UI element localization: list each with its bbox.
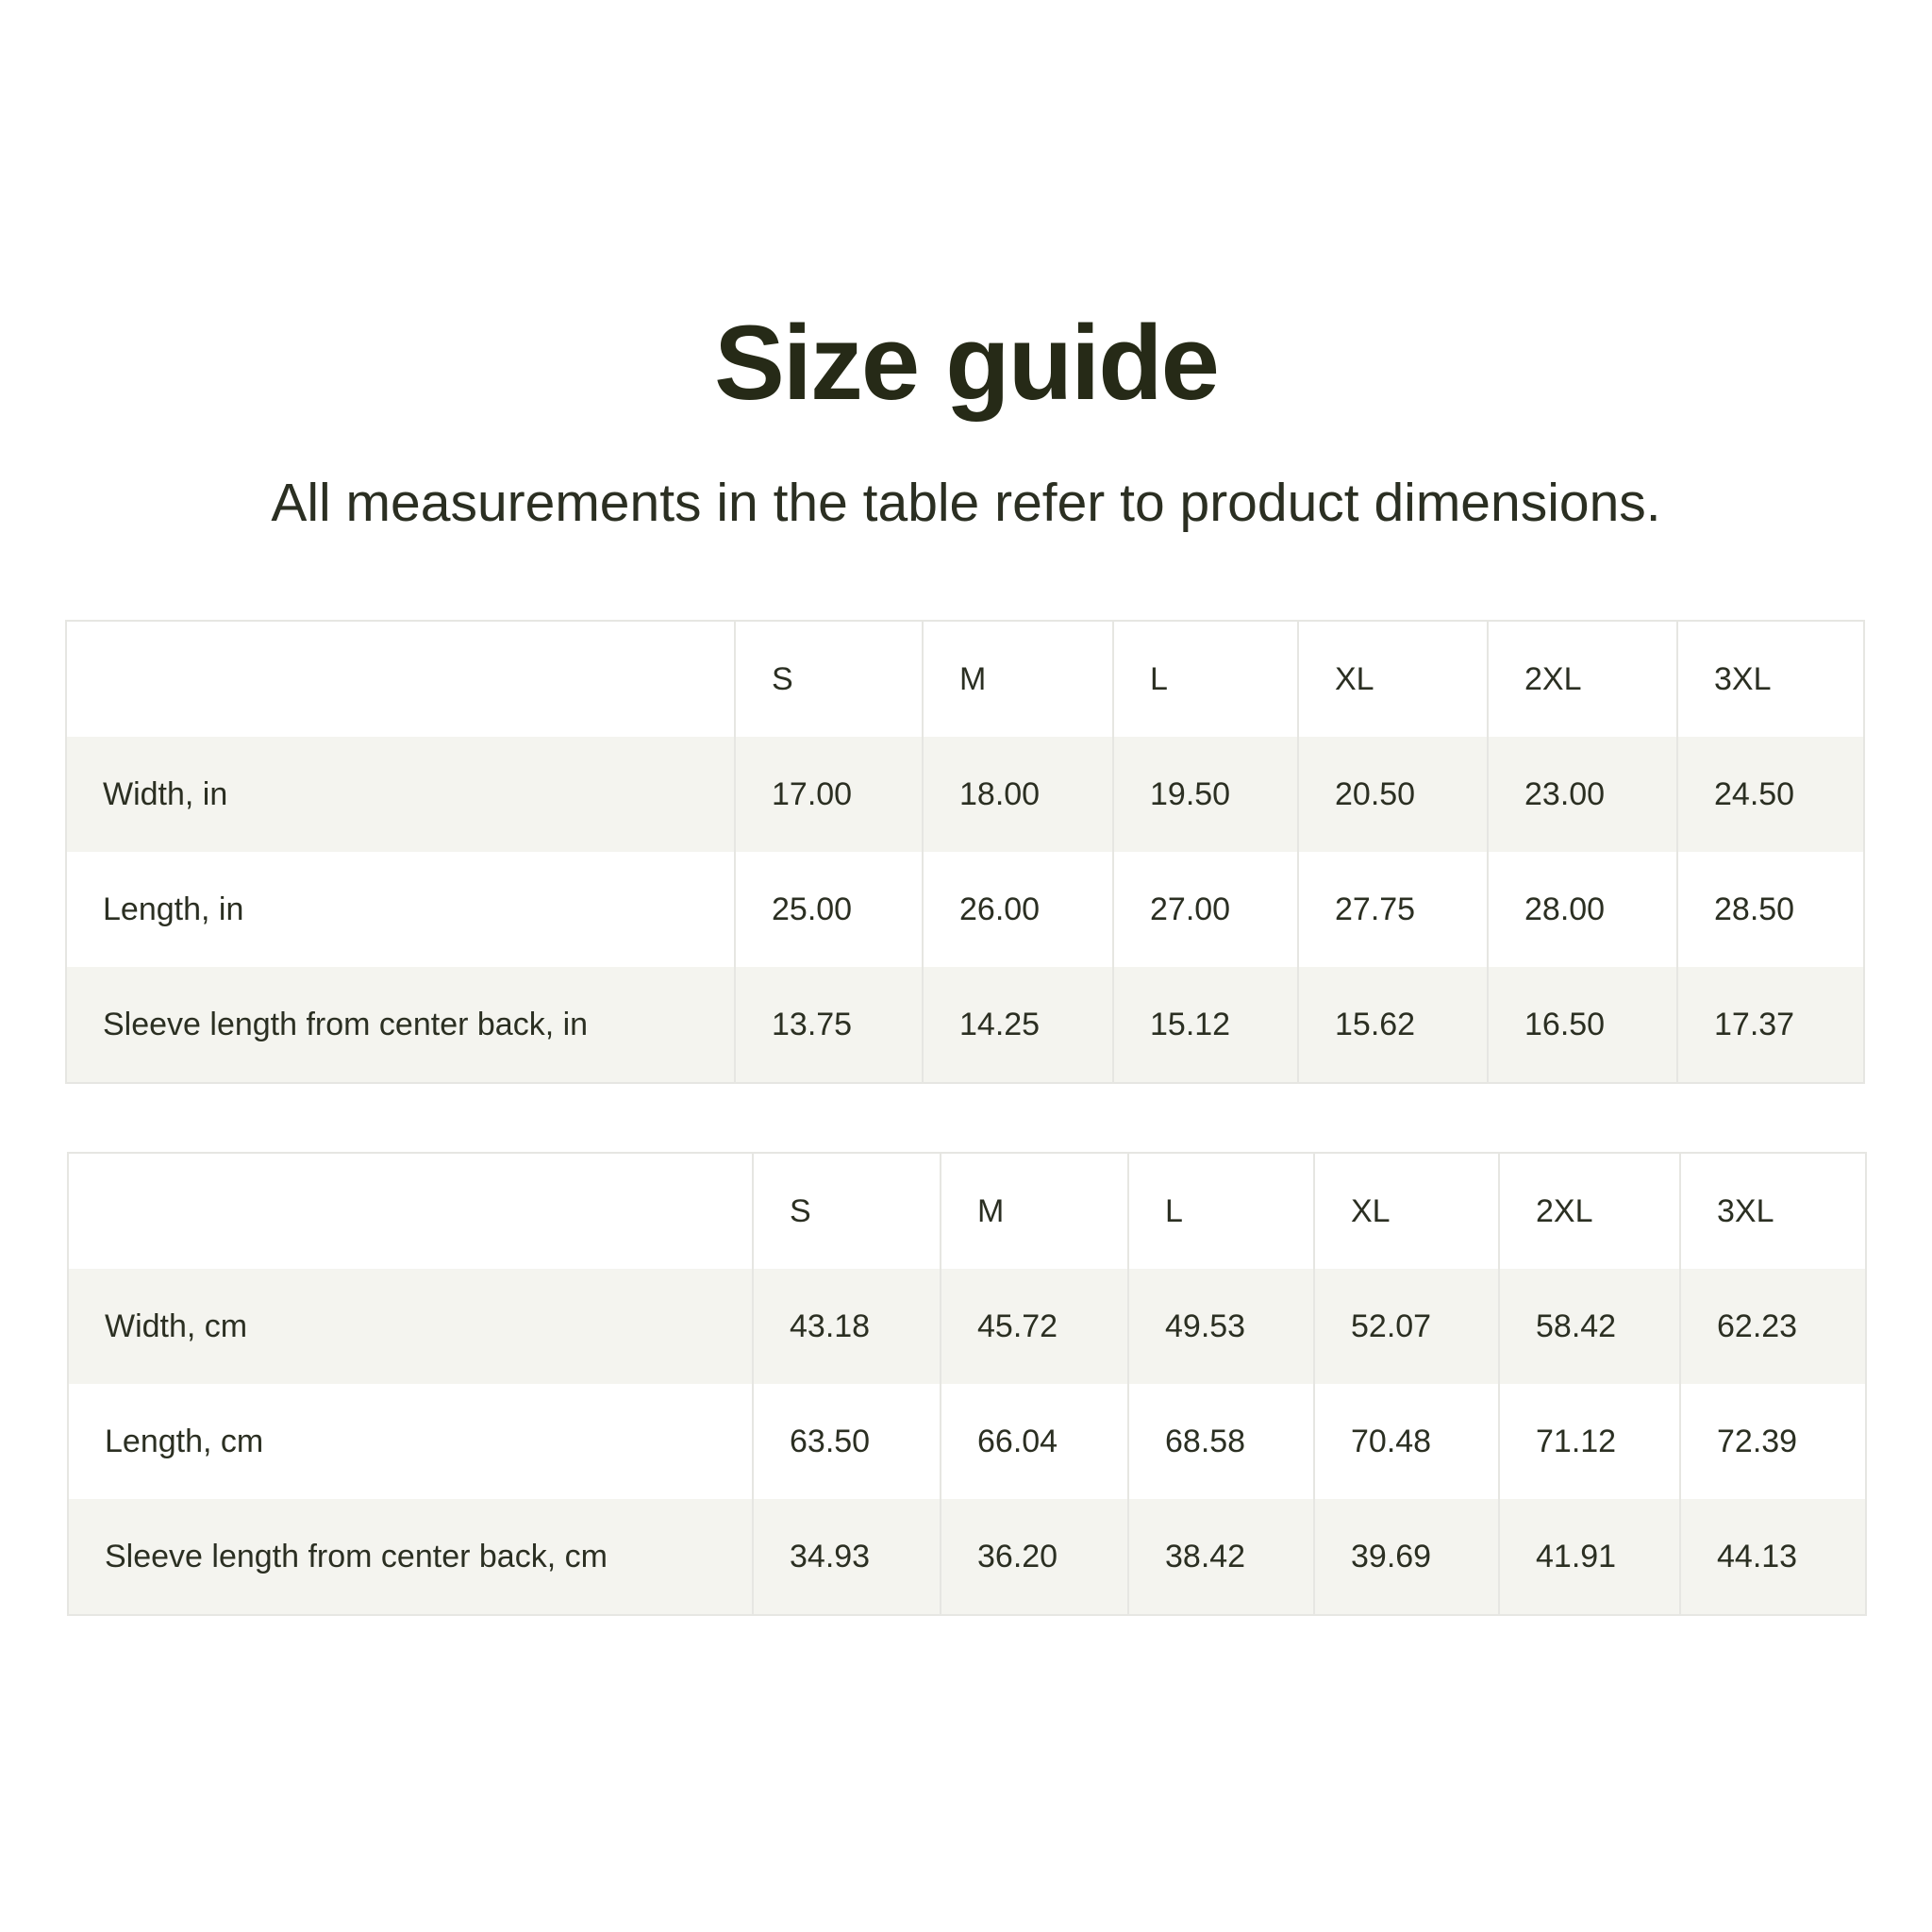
measurement-cell: 14.25 <box>922 967 1113 1083</box>
measurement-cell: 27.75 <box>1297 852 1488 967</box>
page-title: Size guide <box>714 304 1220 422</box>
table-row: Width, cm 43.18 45.72 49.53 52.07 58.42 62.23 <box>68 1269 1866 1384</box>
measurement-cell: 45.72 <box>940 1269 1128 1384</box>
measurement-cell: 13.75 <box>734 967 923 1083</box>
measurement-cell: 28.00 <box>1487 852 1677 967</box>
measurement-cell: 19.50 <box>1112 737 1298 852</box>
measurement-cell: 25.00 <box>734 852 923 967</box>
row-label: Sleeve length from center back, in <box>66 967 735 1083</box>
header-corner <box>66 621 735 737</box>
size-header: L <box>1127 1153 1314 1269</box>
measurement-cell: 18.00 <box>922 737 1113 852</box>
size-header: M <box>922 621 1113 737</box>
size-table-inches: S M L XL 2XL 3XL Width, in 17.00 18.00 19.50 20.50… <box>65 620 1865 1084</box>
measurement-cell: 23.00 <box>1487 737 1677 852</box>
table-row: Length, in 25.00 26.00 27.00 27.75 28.00 28.50 <box>66 852 1864 967</box>
measurement-cell: 36.20 <box>940 1499 1128 1615</box>
row-label: Width, in <box>66 737 735 852</box>
size-header: XL <box>1297 621 1488 737</box>
size-header: 3XL <box>1676 621 1864 737</box>
header-row: S M L XL 2XL 3XL <box>68 1153 1866 1269</box>
measurement-cell: 72.39 <box>1679 1384 1866 1499</box>
table-row: Length, cm 63.50 66.04 68.58 70.48 71.12 72.39 <box>68 1384 1866 1499</box>
size-header: S <box>752 1153 941 1269</box>
size-header: L <box>1112 621 1298 737</box>
measurement-cell: 28.50 <box>1676 852 1864 967</box>
measurement-cell: 27.00 <box>1112 852 1298 967</box>
table-row: Sleeve length from center back, cm 34.93 3… <box>68 1499 1866 1615</box>
measurement-cell: 15.62 <box>1297 967 1488 1083</box>
measurement-cell: 44.13 <box>1679 1499 1866 1615</box>
measurement-cell: 63.50 <box>752 1384 941 1499</box>
header-corner <box>68 1153 753 1269</box>
size-header: 3XL <box>1679 1153 1866 1269</box>
measurement-cell: 26.00 <box>922 852 1113 967</box>
size-header: S <box>734 621 923 737</box>
measurement-cell: 62.23 <box>1679 1269 1866 1384</box>
measurement-cell: 43.18 <box>752 1269 941 1384</box>
measurement-cell: 49.53 <box>1127 1269 1314 1384</box>
header-row: S M L XL 2XL 3XL <box>66 621 1864 737</box>
measurement-cell: 16.50 <box>1487 967 1677 1083</box>
row-label: Width, cm <box>68 1269 753 1384</box>
measurement-cell: 41.91 <box>1498 1499 1680 1615</box>
measurement-cell: 17.37 <box>1676 967 1864 1083</box>
measurement-cell: 71.12 <box>1498 1384 1680 1499</box>
measurement-cell: 24.50 <box>1676 737 1864 852</box>
measurement-cell: 34.93 <box>752 1499 941 1615</box>
measurement-cell: 68.58 <box>1127 1384 1314 1499</box>
measurement-cell: 52.07 <box>1313 1269 1499 1384</box>
size-table-cm: S M L XL 2XL 3XL Width, cm 43.18 45.72 49.53 52.07… <box>67 1152 1867 1616</box>
table-row: Width, in 17.00 18.00 19.50 20.50 23.00 24.50 <box>66 737 1864 852</box>
measurement-cell: 39.69 <box>1313 1499 1499 1615</box>
measurement-cell: 66.04 <box>940 1384 1128 1499</box>
measurement-cell: 17.00 <box>734 737 923 852</box>
row-label: Length, in <box>103 891 244 927</box>
page-subtitle: All measurements in the table refer to p… <box>271 473 1661 533</box>
row-label: Sleeve length from center back, cm <box>68 1499 753 1615</box>
measurement-cell: 38.42 <box>1127 1499 1314 1615</box>
size-header: M <box>940 1153 1128 1269</box>
size-header: 2XL <box>1487 621 1677 737</box>
measurement-cell: 58.42 <box>1498 1269 1680 1384</box>
measurement-cell: 20.50 <box>1297 737 1488 852</box>
size-header: 2XL <box>1498 1153 1680 1269</box>
row-label: Length, cm <box>105 1423 264 1459</box>
measurement-cell: 15.12 <box>1112 967 1298 1083</box>
measurement-cell: 70.48 <box>1313 1384 1499 1499</box>
table-row: Sleeve length from center back, in 13.75 1… <box>66 967 1864 1083</box>
size-header: XL <box>1313 1153 1499 1269</box>
